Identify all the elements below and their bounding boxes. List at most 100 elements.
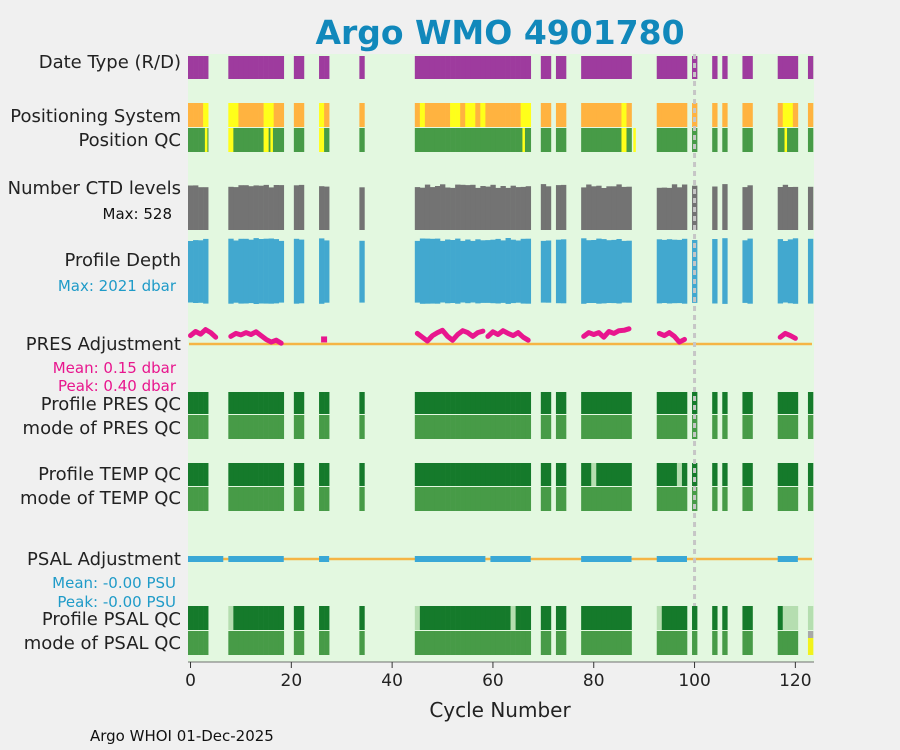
bar-ctd-16 (268, 187, 274, 230)
bar-ppresqc-65 (515, 392, 521, 414)
bar-mpresqc-81 (596, 415, 602, 439)
bar-depth-83 (606, 240, 612, 303)
bar-posqc-119 (787, 128, 794, 152)
bar-ppsalqc-70 (540, 606, 547, 630)
bar-ptempqc-79 (586, 463, 592, 486)
bar-ctd-67 (525, 186, 532, 230)
bar-mpresqc-48 (429, 415, 436, 439)
bar-ctd-86 (621, 186, 627, 230)
bar-date-104 (712, 56, 718, 79)
bar-mtempqc-78 (581, 487, 587, 511)
bar-date-9 (233, 56, 239, 79)
bar-posqc-73 (555, 128, 562, 152)
row-label-mtempqc: mode of TEMP QC (20, 488, 181, 509)
bar-posqc-1 (193, 128, 199, 152)
bar-posqc-87 (626, 128, 632, 152)
bar-date-3 (203, 56, 209, 79)
bar-ppsalqc-83 (606, 606, 612, 630)
bar-mpresqc-67 (525, 415, 532, 439)
bar-date-82 (601, 56, 607, 79)
bar-ptempqc-56 (470, 463, 476, 486)
bar-pos-73 (555, 103, 562, 127)
bar-ppsalqc-100 (692, 606, 698, 630)
bar-date-74 (560, 56, 567, 79)
bar-date-61 (495, 56, 501, 79)
bar-ptempqc-17 (273, 463, 280, 486)
bar-pos-1 (193, 103, 199, 127)
bar-mpresqc-104 (712, 415, 718, 439)
bar-ptempqc-12 (248, 463, 254, 486)
bar-posqc-71 (545, 128, 552, 152)
bar-mtempqc-50 (440, 487, 446, 511)
bar-posqc-78 (581, 128, 587, 152)
bar-mpresqc-71 (545, 415, 552, 439)
row-label-ppsalqc: Profile PSAL QC (42, 609, 181, 630)
bar-ptempqc-64 (510, 463, 516, 486)
bar-date-49 (434, 56, 441, 79)
bar-mtempqc-55 (465, 487, 471, 511)
psal-adj-segment-3 (414, 556, 486, 562)
bar-posqc-84 (611, 128, 617, 152)
bar-ppsalqc-97 (676, 606, 683, 630)
bar-date-73 (555, 56, 562, 79)
bar-mpresqc-26 (319, 415, 325, 439)
bar-mpresqc-74 (560, 415, 567, 439)
bar-ppresqc-111 (747, 392, 753, 414)
row-sublabel-ctd: Max: 528 (103, 205, 172, 223)
bar-date-87 (626, 56, 632, 79)
bar-posqc-45 (414, 128, 421, 152)
psal-adj-segment-7 (777, 556, 798, 562)
bar-posqc-82 (601, 128, 607, 152)
bar-mpsalqc-97 (676, 631, 683, 655)
bar-ctd-79 (586, 184, 592, 230)
bar-ppsalqc-65 (515, 606, 521, 630)
bar-ctd-3 (203, 187, 209, 230)
bar-posqc-22 (298, 128, 305, 152)
bar-mtempqc-83 (606, 487, 612, 511)
bar-ctd-27 (324, 186, 330, 230)
bar-mpresqc-12 (248, 415, 254, 439)
bar-ptempqc-98 (681, 463, 688, 486)
bar-ppresqc-13 (253, 392, 259, 414)
bar-mpsalqc-86 (621, 631, 627, 655)
posqc-argos-15 (265, 128, 268, 152)
bar-ctd-83 (606, 186, 612, 230)
bar-depth-94 (661, 239, 668, 303)
bar-mtempqc-80 (591, 487, 597, 511)
bar-ctd-52 (450, 187, 456, 230)
bar-mpsalqc-62 (500, 631, 506, 655)
bar-posqc-17 (273, 128, 280, 152)
bar-mpsalqc-100 (692, 631, 698, 655)
bar-pos-56 (470, 103, 476, 127)
bar-mpsalqc-98 (681, 631, 688, 655)
bar-mpresqc-83 (606, 415, 612, 439)
bar-mpresqc-27 (324, 415, 330, 439)
bar-depth-86 (621, 240, 627, 303)
bar-ppsalqc-56 (470, 606, 476, 630)
bar-ppresqc-2 (198, 392, 204, 414)
bar-ppsalqc-81 (596, 606, 602, 630)
bar-mpresqc-123 (807, 415, 814, 439)
bar-mtempqc-9 (233, 487, 239, 511)
bar-ppsalqc-48 (429, 606, 436, 630)
bar-mpsalqc-63 (505, 631, 511, 655)
bar-mpresqc-110 (742, 415, 748, 439)
bar-mpresqc-80 (591, 415, 597, 439)
bar-mpsalqc-18 (278, 631, 285, 655)
bar-pos-26 (319, 103, 325, 127)
bar-ctd-82 (601, 188, 607, 230)
row-sublabel-psaladj: Mean: -0.00 PSU (52, 574, 176, 592)
bar-ppsalqc-73 (555, 606, 562, 630)
bar-mpsalqc-111 (747, 631, 753, 655)
bar-mpsalqc-104 (712, 631, 718, 655)
bar-pos-61 (495, 103, 501, 127)
bar-depth-70 (540, 240, 547, 303)
bar-mtempqc-117 (777, 487, 784, 511)
bar-depth-27 (324, 240, 330, 303)
bar-ctd-1 (193, 185, 199, 230)
bar-mpsalqc-123 (807, 638, 814, 655)
bar-posqc-13 (253, 128, 259, 152)
bar-posqc-58 (480, 128, 486, 152)
bar-date-123 (807, 56, 814, 79)
bar-mtempqc-21 (293, 487, 300, 511)
